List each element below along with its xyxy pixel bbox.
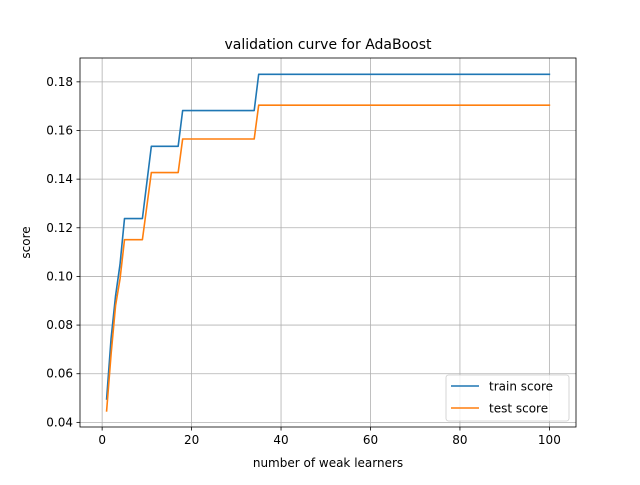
x-axis-label: number of weak learners [253,456,403,470]
legend-label: test score [489,402,548,416]
series-line-test-score [105,104,551,412]
y-tick-label: 0.08 [46,318,73,332]
chart-title: validation curve for AdaBoost [224,37,432,53]
x-axis: 0 20 40 60 80 100 [98,427,561,447]
x-tick-label: 100 [538,433,561,447]
y-tick-label: 0.04 [46,415,73,429]
x-tick-label: 0 [98,433,106,447]
y-tick-label: 0.14 [46,172,73,186]
axes-frame [79,57,577,428]
x-tick-label: 40 [273,433,288,447]
grid [80,58,576,427]
x-tick-label: 20 [184,433,199,447]
x-tick-label: 60 [363,433,378,447]
y-axis-label: score [19,226,33,258]
legend: train score test score [445,374,570,422]
x-tick-label: 80 [452,433,467,447]
y-tick-label: 0.10 [46,269,73,283]
series-line-train-score [105,73,551,400]
y-tick-label: 0.12 [46,221,73,235]
y-tick-label: 0.06 [46,367,73,381]
legend-label: train score [489,380,553,394]
y-axis: 0.04 0.06 0.08 0.10 0.12 0.14 0.16 0.18 [46,75,80,429]
plot-lines [105,73,551,412]
y-tick-label: 0.16 [46,123,73,137]
y-tick-label: 0.18 [46,75,73,89]
